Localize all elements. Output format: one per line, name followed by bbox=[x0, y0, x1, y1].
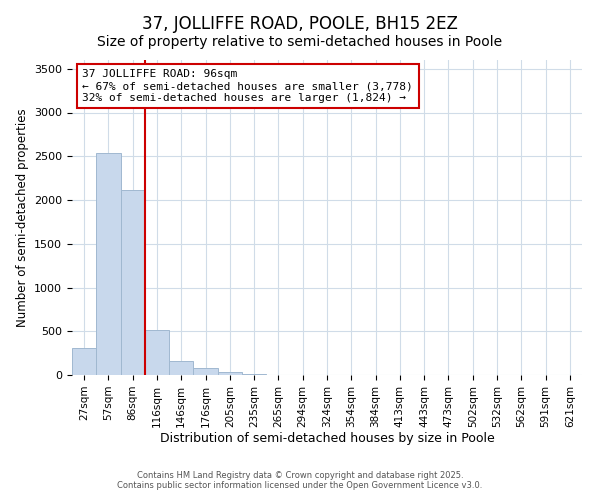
Text: Contains HM Land Registry data © Crown copyright and database right 2025.
Contai: Contains HM Land Registry data © Crown c… bbox=[118, 470, 482, 490]
Bar bbox=[121, 190, 145, 375]
Bar bbox=[193, 368, 218, 375]
Text: 37 JOLLIFFE ROAD: 96sqm
← 67% of semi-detached houses are smaller (3,778)
32% of: 37 JOLLIFFE ROAD: 96sqm ← 67% of semi-de… bbox=[82, 70, 413, 102]
Bar bbox=[242, 374, 266, 375]
Text: Size of property relative to semi-detached houses in Poole: Size of property relative to semi-detach… bbox=[97, 35, 503, 49]
Bar bbox=[145, 330, 169, 375]
Y-axis label: Number of semi-detached properties: Number of semi-detached properties bbox=[16, 108, 29, 327]
X-axis label: Distribution of semi-detached houses by size in Poole: Distribution of semi-detached houses by … bbox=[160, 432, 494, 446]
Bar bbox=[169, 361, 193, 375]
Bar bbox=[72, 348, 96, 375]
Text: 37, JOLLIFFE ROAD, POOLE, BH15 2EZ: 37, JOLLIFFE ROAD, POOLE, BH15 2EZ bbox=[142, 15, 458, 33]
Bar bbox=[96, 153, 121, 375]
Bar bbox=[218, 372, 242, 375]
